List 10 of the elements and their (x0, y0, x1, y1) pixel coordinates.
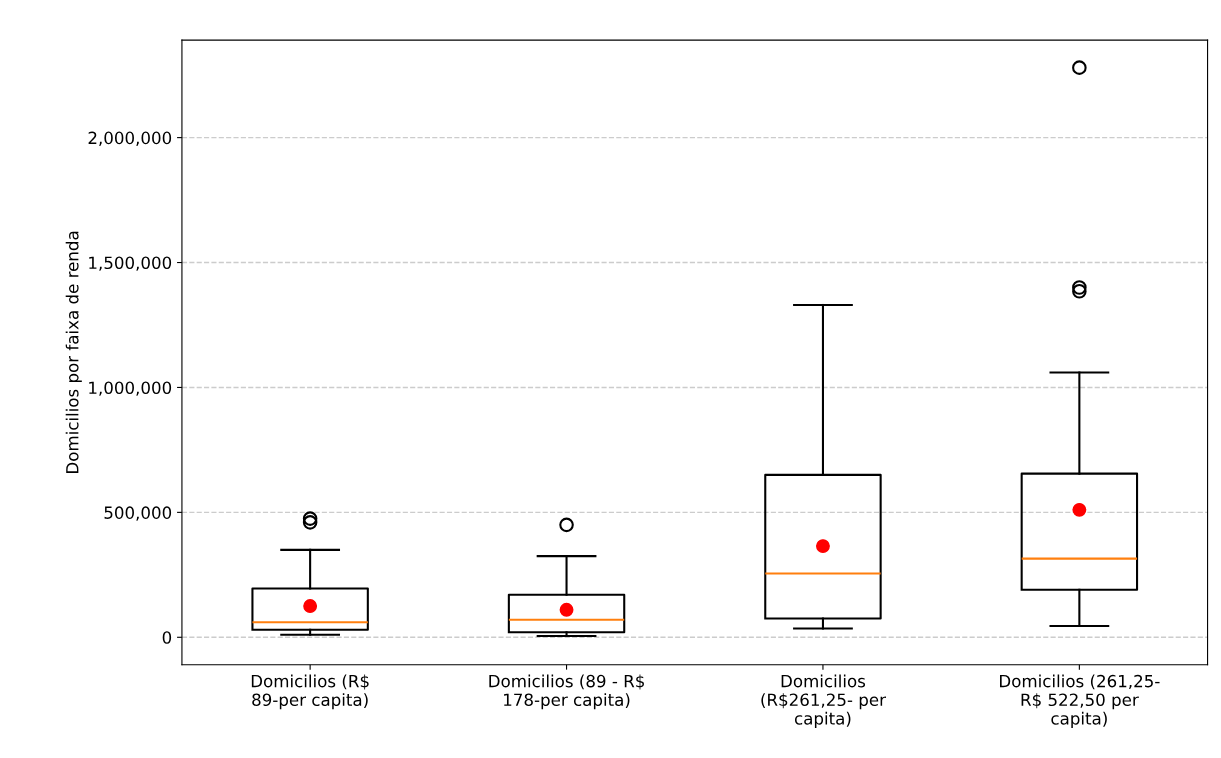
y-tick-label: 2,000,000 (88, 131, 172, 146)
y-tick-label: 1,000,000 (89, 381, 172, 396)
x-tick-label: Domicilios (R$261,25- per capita) (761, 674, 886, 728)
y-tick-label: 500,000 (104, 506, 172, 521)
y-tick-label: 0 (162, 631, 172, 644)
y-axis-title: Domicilios por faixa de renda (65, 231, 82, 474)
x-tick-label: Domicilios (89 - R$ 178-per capita) (489, 674, 644, 710)
x-tick-label: Domicilios (R$ 89-per capita) (251, 674, 369, 710)
y-tick-label: 1,500,000 (89, 256, 172, 271)
x-tick-label: Domicilios (261,25- R$ 522,50 per capita) (1000, 674, 1160, 728)
